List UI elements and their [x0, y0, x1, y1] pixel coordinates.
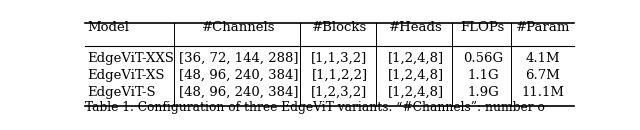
Text: Table 1. Configuration of three EdgeViT variants. “#Channels”: number o: Table 1. Configuration of three EdgeViT …: [85, 101, 545, 114]
Text: 6.7M: 6.7M: [525, 69, 560, 82]
Text: [1,2,4,8]: [1,2,4,8]: [387, 86, 444, 99]
Text: EdgeViT-XXS: EdgeViT-XXS: [88, 52, 174, 65]
Text: 1.9G: 1.9G: [467, 86, 499, 99]
Text: Model: Model: [88, 21, 129, 34]
Text: 0.56G: 0.56G: [463, 52, 503, 65]
Text: [48, 96, 240, 384]: [48, 96, 240, 384]: [179, 86, 298, 99]
Text: #Heads: #Heads: [388, 21, 442, 34]
Text: EdgeViT-S: EdgeViT-S: [88, 86, 156, 99]
Text: [1,2,4,8]: [1,2,4,8]: [387, 52, 444, 65]
Text: [48, 96, 240, 384]: [48, 96, 240, 384]: [179, 69, 298, 82]
Text: [1,2,3,2]: [1,2,3,2]: [311, 86, 367, 99]
Text: #Channels: #Channels: [202, 21, 275, 34]
Text: #Param: #Param: [516, 21, 570, 34]
Text: 4.1M: 4.1M: [525, 52, 560, 65]
Text: FLOPs: FLOPs: [461, 21, 505, 34]
Text: 11.1M: 11.1M: [522, 86, 564, 99]
Text: EdgeViT-XS: EdgeViT-XS: [88, 69, 165, 82]
Text: #Blocks: #Blocks: [312, 21, 367, 34]
Text: 1.1G: 1.1G: [467, 69, 499, 82]
Text: [1,2,4,8]: [1,2,4,8]: [387, 69, 444, 82]
Text: [1,1,3,2]: [1,1,3,2]: [311, 52, 367, 65]
Text: [36, 72, 144, 288]: [36, 72, 144, 288]: [179, 52, 298, 65]
Text: [1,1,2,2]: [1,1,2,2]: [312, 69, 367, 82]
